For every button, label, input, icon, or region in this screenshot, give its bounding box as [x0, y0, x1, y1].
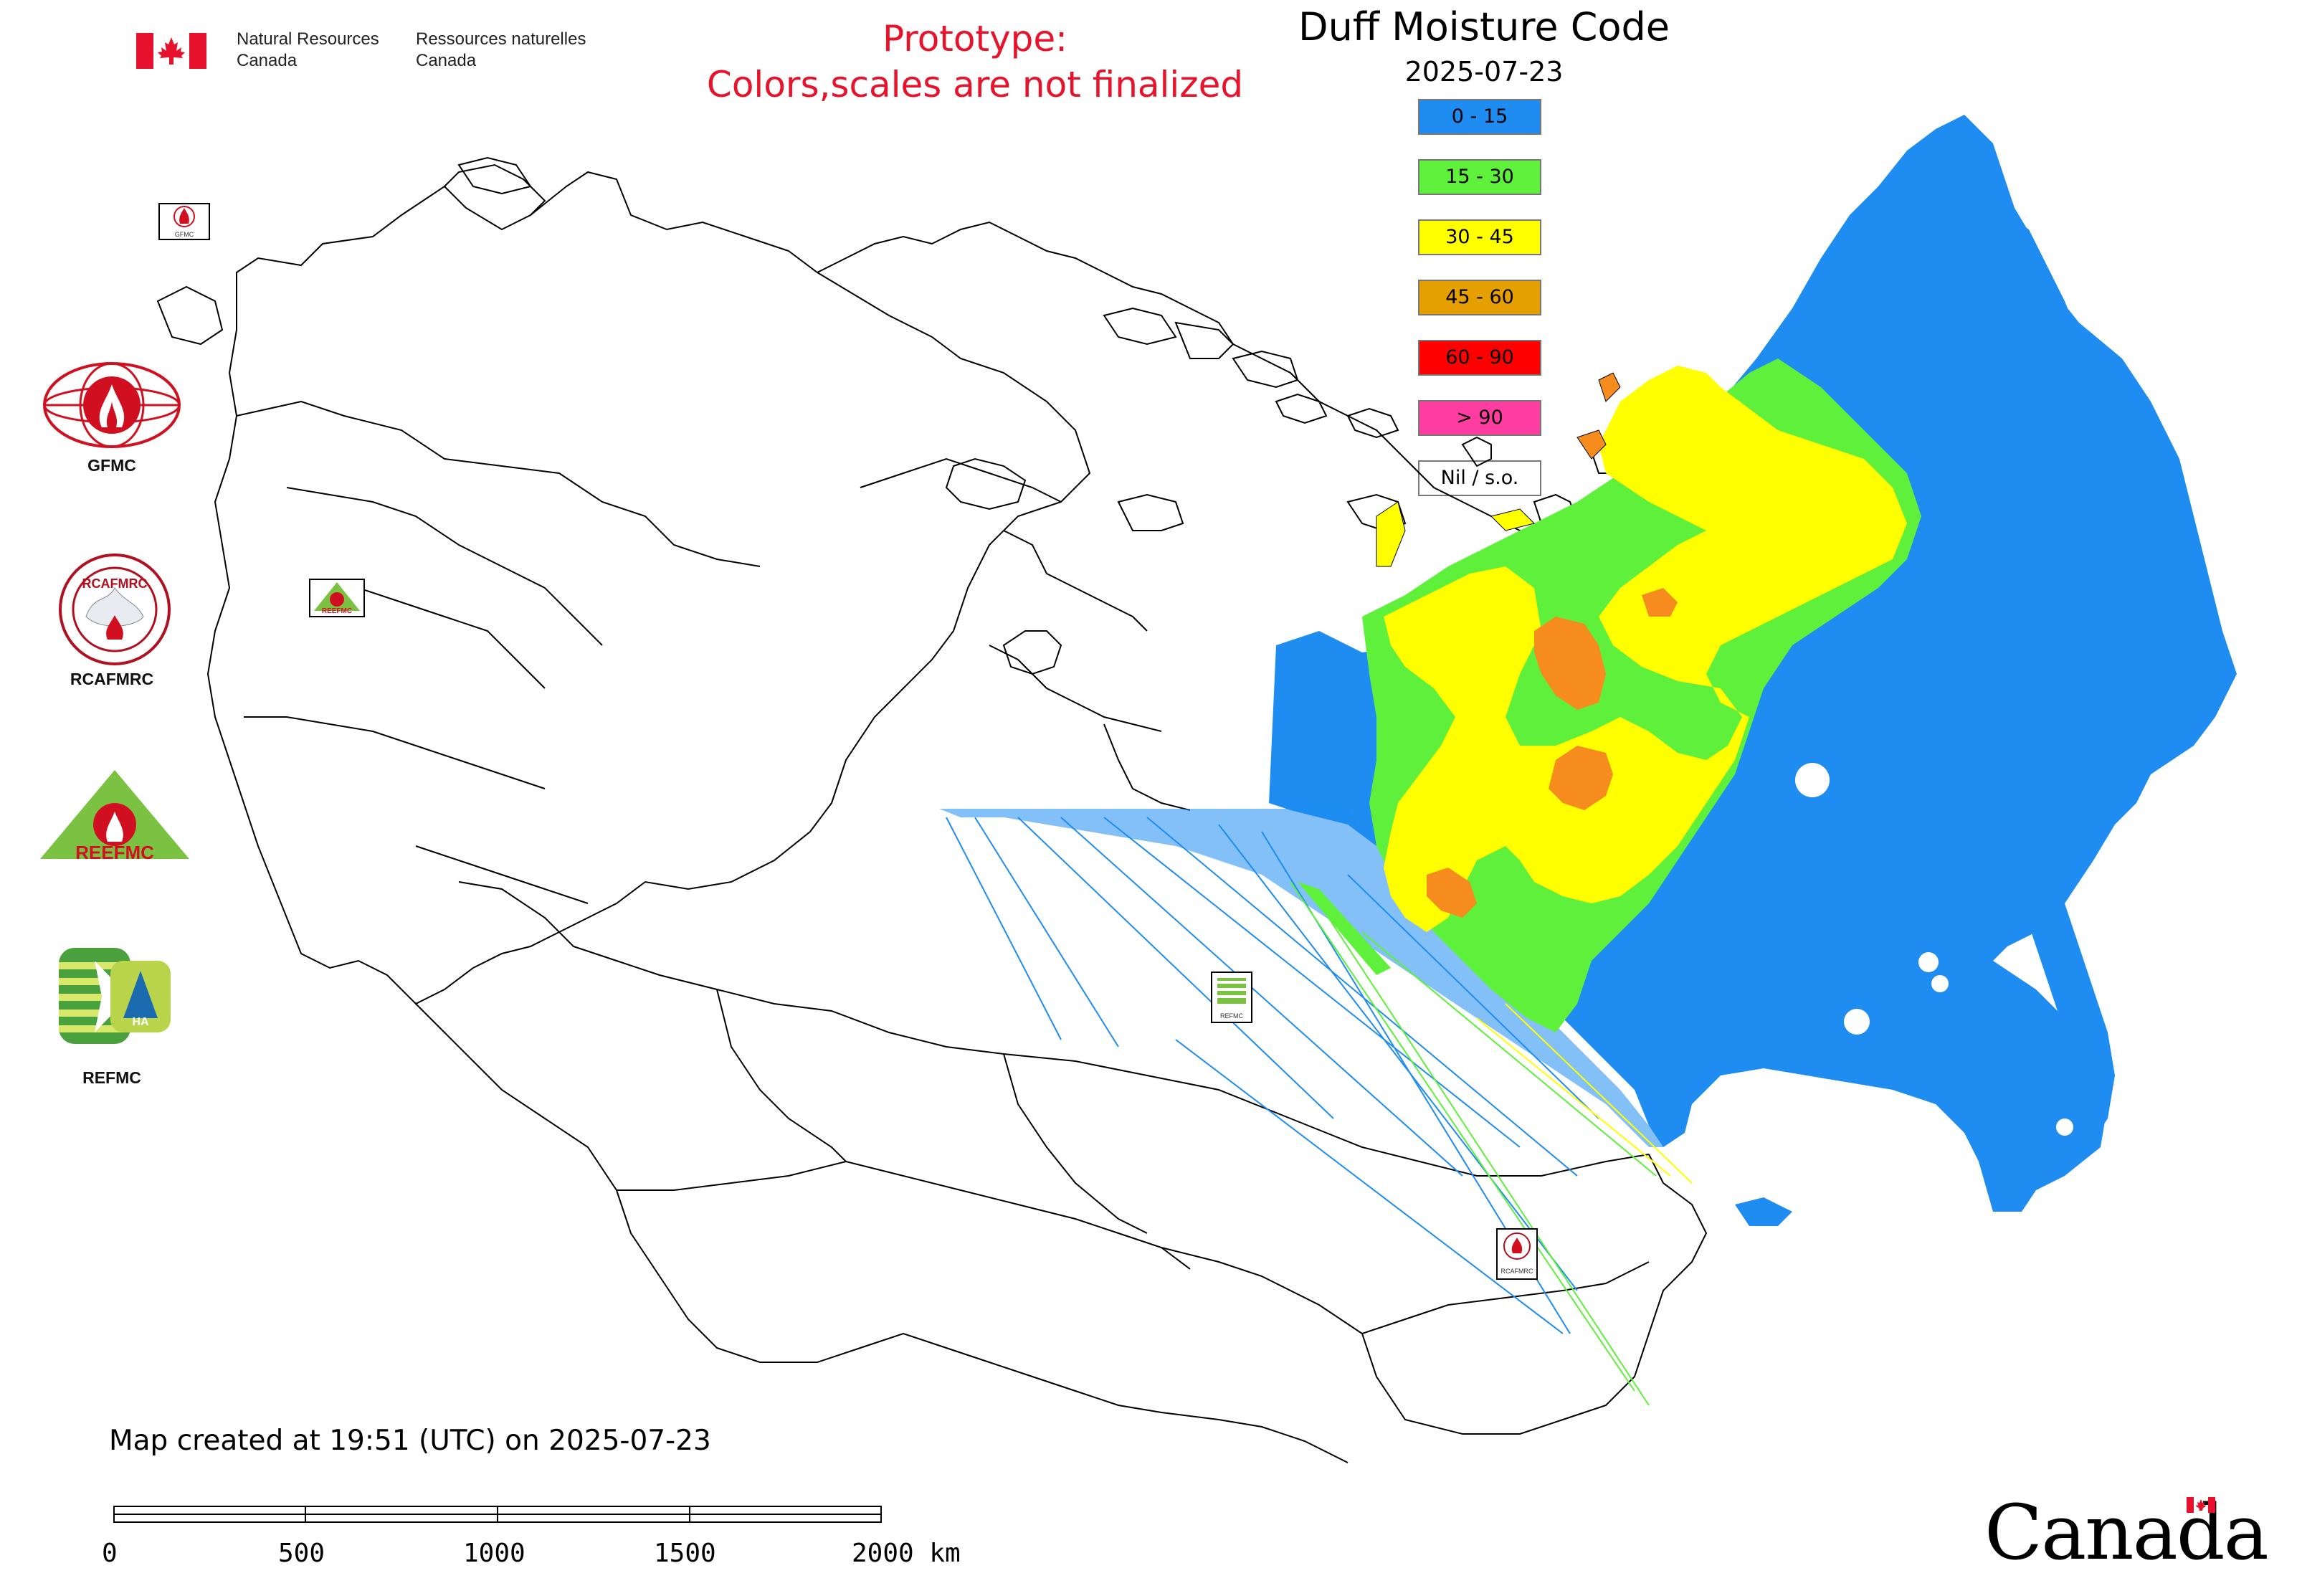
legend-item: 15 - 30 — [1418, 159, 1541, 195]
svg-text:REEFMC: REEFMC — [75, 842, 154, 863]
map-marker-gfmc[interactable]: GFMC — [158, 203, 210, 240]
prototype-notice-line2: Colors,scales are not finalized — [706, 64, 1244, 105]
svg-text:HA: HA — [132, 1016, 149, 1028]
map-title: Duff Moisture Code — [1298, 4, 1670, 49]
svg-text:GFMC: GFMC — [175, 231, 194, 238]
legend-item: 45 - 60 — [1418, 280, 1541, 315]
canada-wordmark-text: Canada — [1984, 1488, 2269, 1577]
prototype-notice-line1: Prototype: — [882, 18, 1068, 60]
svg-text:REEFMC: REEFMC — [322, 607, 352, 615]
dept-name-fr: Ressources naturelles Canada — [416, 29, 586, 72]
svg-text:REFMC: REFMC — [1220, 1012, 1243, 1020]
map-date: 2025-07-23 — [1404, 56, 1564, 87]
dept-en-line1: Natural Resources — [237, 29, 379, 49]
wordmark-flag-icon — [2187, 1497, 2215, 1513]
legend-item: 0 - 15 — [1418, 99, 1541, 135]
government-signature: Natural Resources Canada Ressources natu… — [136, 29, 638, 72]
gfmc-label: GFMC — [87, 456, 136, 475]
scale-tick-1500: 1500 — [654, 1539, 716, 1568]
map-marker-refmc[interactable]: REFMC — [1211, 972, 1252, 1023]
svg-text:RCAFMRC: RCAFMRC — [1501, 1268, 1533, 1275]
dept-en-line2: Canada — [237, 51, 298, 70]
refmc-label: REFMC — [82, 1068, 141, 1087]
map-created-timestamp: Map created at 19:51 (UTC) on 2025-07-23 — [109, 1425, 711, 1457]
country-boundaries — [156, 156, 1708, 1463]
prototype-notice: Prototype: Colors,scales are not finaliz… — [631, 16, 1319, 108]
legend-item: > 90 — [1418, 400, 1541, 436]
svg-text:RCAFMRC: RCAFMRC — [82, 576, 148, 591]
scale-tick-1000: 1000 — [463, 1539, 525, 1568]
scale-tick-2000: 2000 km — [852, 1539, 961, 1568]
legend-item: 60 - 90 — [1418, 340, 1541, 376]
dmc-raster — [939, 115, 2237, 1406]
dept-fr-line2: Canada — [416, 51, 477, 70]
dept-fr-line1: Ressources naturelles — [416, 29, 586, 49]
legend-item: Nil / s.o. — [1418, 460, 1541, 496]
rcafmrc-label: RCAFMRC — [70, 670, 154, 688]
scale-tick-0: 0 — [102, 1539, 118, 1568]
scale-tick-500: 500 — [278, 1539, 325, 1568]
reefmc-logo-icon: REEFMC — [40, 770, 189, 863]
map-marker-rcafmrc[interactable]: RCAFMRC — [1496, 1228, 1538, 1280]
canada-flag-icon — [136, 33, 206, 69]
scale-bar — [113, 1506, 882, 1523]
gfmc-logo-icon — [43, 362, 181, 448]
legend-item: 30 - 45 — [1418, 219, 1541, 255]
dept-name-en: Natural Resources Canada — [237, 29, 379, 72]
map-marker-reefmc[interactable]: REEFMC — [309, 579, 365, 617]
rcafmrc-logo-icon: RCAFMRC — [59, 554, 171, 665]
refmc-logo-icon: HA — [59, 948, 171, 1044]
canada-wordmark: Canada — [1984, 1488, 2269, 1577]
